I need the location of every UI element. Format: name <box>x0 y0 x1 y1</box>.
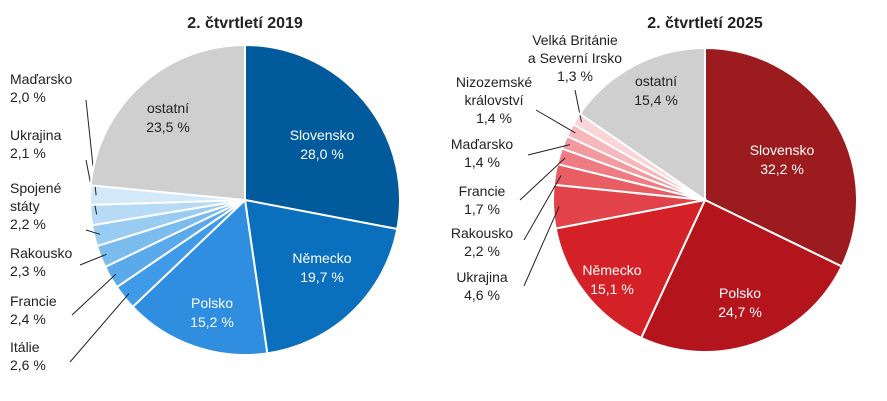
slice-label-ukrajina: Ukrajina 2,1 % <box>10 127 62 161</box>
leader-line-rakousko <box>79 253 107 266</box>
slice-label-line: Polsko <box>191 295 233 311</box>
slice-label-line: státy <box>10 198 40 214</box>
slice-label-nemecko: Německo 15,1 % <box>582 262 641 297</box>
leader-line-francie <box>71 273 117 316</box>
slice-label-line: Spojené <box>10 180 62 196</box>
pie-slice-polsko <box>639 198 844 353</box>
slice-label-line: 32,2 % <box>760 161 804 177</box>
pie-slice-nemecko <box>554 198 707 340</box>
slice-label-line: Německo <box>582 262 641 278</box>
slice-label-line: 28,0 % <box>300 146 344 162</box>
pie-chart-2: 2. čtvrtletí 2025 Slovensko 32,2 % Polsko 24… <box>451 15 858 353</box>
slice-label-madarsko: Maďarsko 1,4 % <box>451 136 514 170</box>
slice-label-line: 1,4 % <box>476 110 512 126</box>
slice-label-line: 15,1 % <box>590 281 634 297</box>
slice-label-line: Maďarsko <box>451 136 514 152</box>
slice-label-italie: Itálie 2,6 % <box>10 339 46 373</box>
pie-chart-1: 2. čtvrtletí 2019 Slovensko 28,0 % Německo 1… <box>10 15 401 373</box>
slice-label-francie: Francie 1,7 % <box>459 183 506 217</box>
slice-label-line: 2,3 % <box>10 263 46 279</box>
slice-label-line: 2,2 % <box>10 216 46 232</box>
slice-label-francie: Francie 2,4 % <box>10 293 57 327</box>
slice-label-line: 2,0 % <box>10 89 46 105</box>
leader-line-italie <box>69 293 130 363</box>
slice-label-polsko: Polsko 15,2 % <box>190 295 234 330</box>
pie-slice-polsko <box>131 197 269 356</box>
slice-label-line: 15,4 % <box>634 92 678 108</box>
slice-label-line: Velká Británie <box>532 32 618 48</box>
leader-line-spojene-staty <box>85 229 101 235</box>
slice-label-line: 19,7 % <box>300 269 344 285</box>
leader-line-francie <box>519 157 566 201</box>
slice-label-line: Nizozemské <box>456 74 532 90</box>
pie-slice-slovensko <box>704 46 858 268</box>
leader-line-madarsko <box>527 144 571 156</box>
slice-label-line: 4,6 % <box>464 287 500 303</box>
slice-label-line: Německo <box>292 250 351 266</box>
chart-title: 2. čtvrtletí 2019 <box>187 15 303 32</box>
slice-label-polsko: Polsko 24,7 % <box>718 285 762 320</box>
slice-label-ukrajina: Ukrajina 4,6 % <box>456 269 508 303</box>
slice-label-line: 1,4 % <box>464 154 500 170</box>
pie-slice-nemecko <box>243 198 399 355</box>
slice-label-line: Slovensko <box>290 127 355 143</box>
pie-slice-ostatni <box>89 43 246 202</box>
slice-label-ostatni: ostatní 15,4 % <box>634 73 678 108</box>
slice-label-line: Polsko <box>719 285 761 301</box>
slice-label-line: Ukrajina <box>456 269 508 285</box>
slice-label-nizozemske-kralovstvi: Nizozemské království 1,4 % <box>456 74 532 126</box>
leader-line-rakousko <box>523 175 562 241</box>
pie-slice-ostatni <box>578 46 706 202</box>
slice-label-line: království <box>464 92 523 108</box>
slice-label-line: a Severní Irsko <box>528 50 622 66</box>
slice-label-line: Rakousko <box>10 245 72 261</box>
slice-label-line: Francie <box>459 183 506 199</box>
slice-label-line: Maďarsko <box>10 71 73 87</box>
leader-line-velka-britanie-a-severni-irsko <box>574 89 582 123</box>
slice-label-nemecko: Německo 19,7 % <box>292 250 351 285</box>
slice-label-line: 23,5 % <box>146 119 190 135</box>
slice-label-line: ostatní <box>635 73 677 89</box>
slice-label-line: 1,7 % <box>464 201 500 217</box>
slice-label-line: Francie <box>10 293 57 309</box>
slice-label-line: 2,6 % <box>10 357 46 373</box>
slice-label-ostatni: ostatní 23,5 % <box>146 100 190 135</box>
slice-label-line: 15,2 % <box>190 314 234 330</box>
slice-label-line: 2,4 % <box>10 311 46 327</box>
slice-label-rakousko: Rakousko 2,2 % <box>451 225 513 259</box>
leader-line-nizozemske-kralovstvi <box>535 109 576 134</box>
slice-label-line: 24,7 % <box>718 304 762 320</box>
slice-label-madarsko: Maďarsko 2,0 % <box>10 71 73 105</box>
slice-label-spojene-staty: Spojené státy 2,2 % <box>10 180 62 232</box>
slice-label-slovensko: Slovensko 28,0 % <box>290 127 355 162</box>
slice-label-line: Itálie <box>10 339 40 355</box>
slice-label-velka-britanie-a-severni-irsko: Velká Británie a Severní Irsko 1,3 % <box>528 32 622 84</box>
slice-label-line: 2,2 % <box>464 243 500 259</box>
slice-label-line: Ukrajina <box>10 127 62 143</box>
slice-label-line: ostatní <box>147 100 189 116</box>
slice-label-line: Slovensko <box>750 142 815 158</box>
slice-label-line: Rakousko <box>451 225 513 241</box>
chart-title: 2. čtvrtletí 2025 <box>647 15 763 32</box>
slice-label-rakousko: Rakousko 2,3 % <box>10 245 72 279</box>
leader-line-ukrajina <box>523 206 560 287</box>
slice-label-slovensko: Slovensko 32,2 % <box>750 142 815 177</box>
slice-label-line: 2,1 % <box>10 145 46 161</box>
pie-slice-slovensko <box>244 43 401 231</box>
slice-label-line: 1,3 % <box>557 68 593 84</box>
